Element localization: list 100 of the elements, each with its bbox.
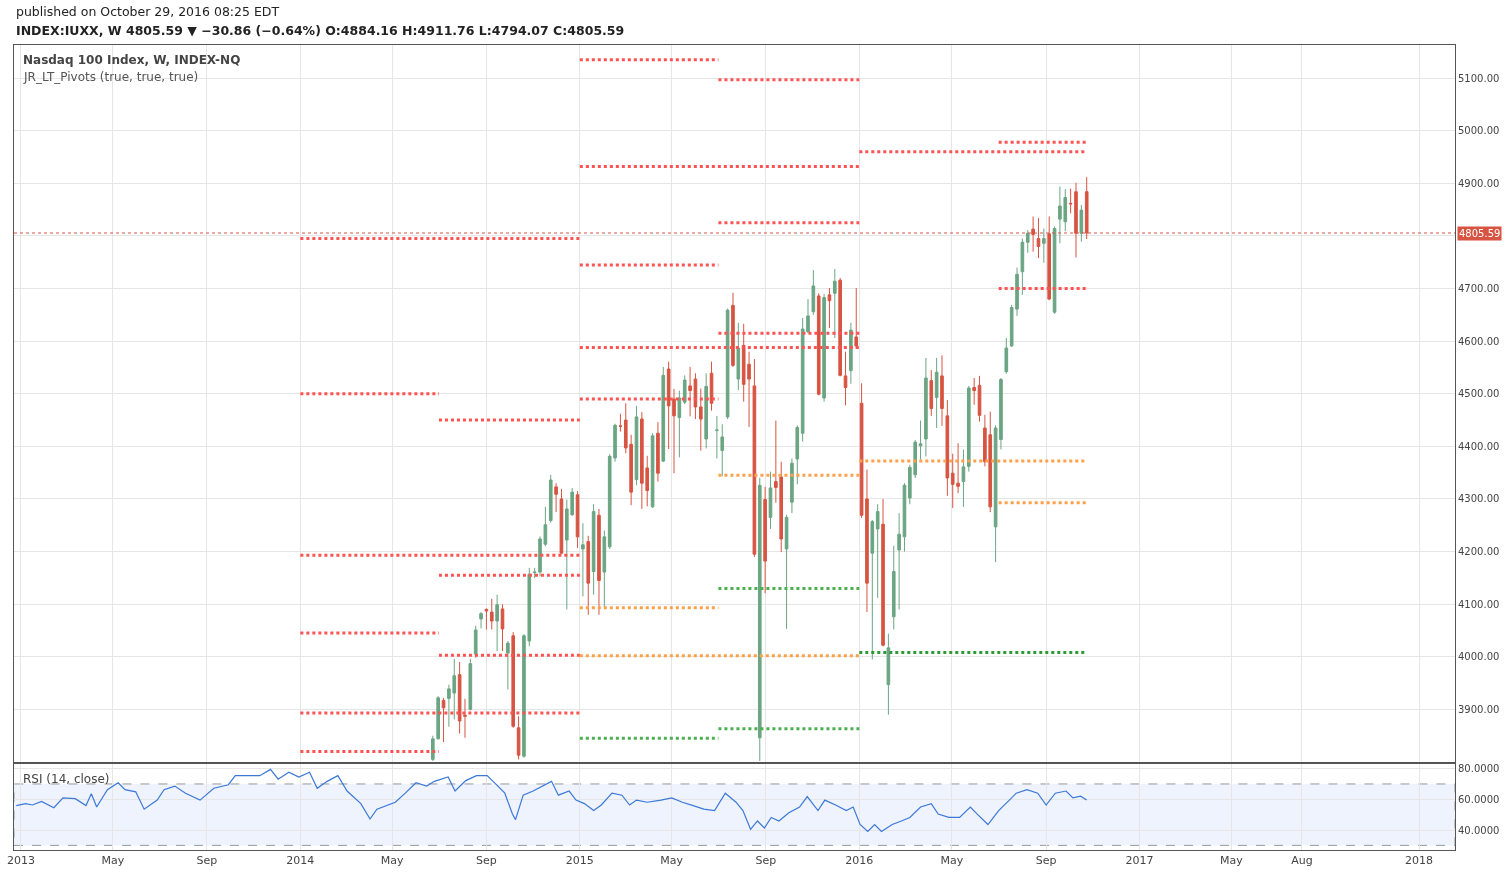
candlestick [966, 385, 971, 473]
candlestick [1020, 238, 1025, 296]
y-tick-label: 4600.00 [1458, 335, 1500, 347]
x-tick-label: Sep [755, 854, 777, 868]
text: JR_LT_Pivots (true, true, true) [23, 70, 199, 84]
x-tick-label: 2013 [6, 854, 35, 868]
y-tick-label: 5100.00 [1458, 72, 1500, 84]
y-tick-label: 4500.00 [1458, 388, 1500, 400]
y-tick-label: 4400.00 [1458, 440, 1500, 452]
candlestick [934, 357, 939, 429]
candlestick [795, 424, 800, 485]
candlestick [618, 413, 623, 433]
y-tick-label: 60.0000 [1458, 793, 1500, 805]
candlestick [725, 308, 730, 420]
candlestick [891, 545, 896, 630]
candlestick [677, 390, 682, 458]
candlestick [516, 715, 521, 760]
candlestick [838, 277, 842, 377]
x-tick-label: 2015 [565, 854, 594, 868]
candlestick [548, 474, 553, 524]
candlestick [704, 372, 708, 449]
candlestick [945, 399, 950, 497]
y-tick-label: 40.0000 [1458, 824, 1500, 836]
candlestick [827, 287, 832, 329]
candlestick [790, 457, 794, 514]
y-tick-label: 4900.00 [1458, 177, 1500, 189]
line-series [15, 768, 1088, 833]
candlestick [961, 449, 966, 508]
candlestick [1052, 225, 1057, 315]
candlestick [870, 519, 875, 660]
candlestick [1004, 337, 1009, 375]
candlestick [822, 293, 826, 403]
y-tick-label: 4700.00 [1458, 283, 1500, 295]
candlestick [736, 322, 741, 391]
candlestick [489, 598, 494, 630]
candlestick [752, 358, 757, 558]
x-tick-label: May [380, 854, 405, 868]
x-tick-label: Sep [196, 854, 218, 868]
x-tick-label: 2016 [845, 854, 874, 868]
candlestick [886, 633, 891, 716]
candlestick [554, 482, 558, 513]
x-tick-label: May [940, 854, 964, 868]
candlestick [650, 432, 655, 509]
candlestick [763, 486, 767, 594]
candlestick [597, 508, 601, 616]
candlestick [1025, 229, 1030, 254]
candlestick [473, 625, 478, 659]
x-tick-label: Sep [476, 854, 497, 868]
candlestick [500, 603, 505, 652]
text: Nasdaq 100 Index, W, INDEX-NQ [23, 53, 241, 67]
ref-line-label: 4805.59 [1459, 228, 1501, 239]
candlestick [854, 287, 859, 350]
candlestick [720, 423, 725, 477]
x-tick-label: Sep [1035, 854, 1057, 868]
x-tick-label: Aug [1291, 854, 1313, 868]
text: published on October 29, 2016 08:25 EDT [16, 4, 280, 19]
x-tick-label: May [1220, 854, 1244, 868]
text: INDEX:IUXX, W 4805.59 ▼ −30.86 (−0.64%) O:4884.16 H:4911.76 L:4794.07 C:4805.59 [16, 23, 625, 38]
candlestick [468, 658, 473, 711]
candlestick [559, 488, 564, 555]
x-tick-label: 2018 [1405, 854, 1434, 868]
candlestick [811, 269, 816, 316]
y-tick-label: 3900.00 [1458, 703, 1500, 715]
candlestick [479, 611, 483, 629]
x-tick-label: 2014 [286, 854, 315, 868]
candlestick [715, 415, 719, 459]
y-tick-label: 4100.00 [1458, 598, 1500, 610]
candlestick [656, 421, 660, 483]
y-tick-label: 4200.00 [1458, 546, 1500, 558]
candlestick [586, 535, 591, 616]
x-tick-label: 2017 [1125, 854, 1154, 868]
candlestick [816, 292, 821, 396]
y-tick-label: 4300.00 [1458, 493, 1500, 505]
text: RSI (14, close) [23, 772, 110, 786]
candlestick [495, 594, 499, 652]
candlestick [832, 268, 837, 339]
candlestick [682, 374, 687, 405]
candlestick [484, 607, 489, 630]
candlestick [699, 388, 703, 452]
candlestick [581, 522, 585, 597]
candlestick [757, 477, 762, 762]
candlestick [924, 357, 928, 457]
candlestick [441, 697, 446, 743]
candlestick [1079, 204, 1084, 243]
candlestick [661, 366, 666, 463]
y-tick-label: 80.0000 [1458, 763, 1500, 775]
candlestick [918, 420, 923, 461]
x-tick-label: May [660, 854, 684, 868]
candlestick [591, 503, 596, 596]
candlestick [768, 471, 773, 530]
candlestick [972, 377, 976, 406]
candlestick [843, 351, 848, 406]
candlestick [897, 512, 901, 610]
candlestick [784, 514, 789, 630]
candlestick [511, 631, 516, 729]
candlestick [929, 369, 934, 417]
candlestick [1042, 228, 1046, 264]
y-tick-label: 5000.00 [1458, 125, 1500, 137]
candlestick [575, 490, 580, 549]
x-tick-label: May [101, 854, 125, 868]
